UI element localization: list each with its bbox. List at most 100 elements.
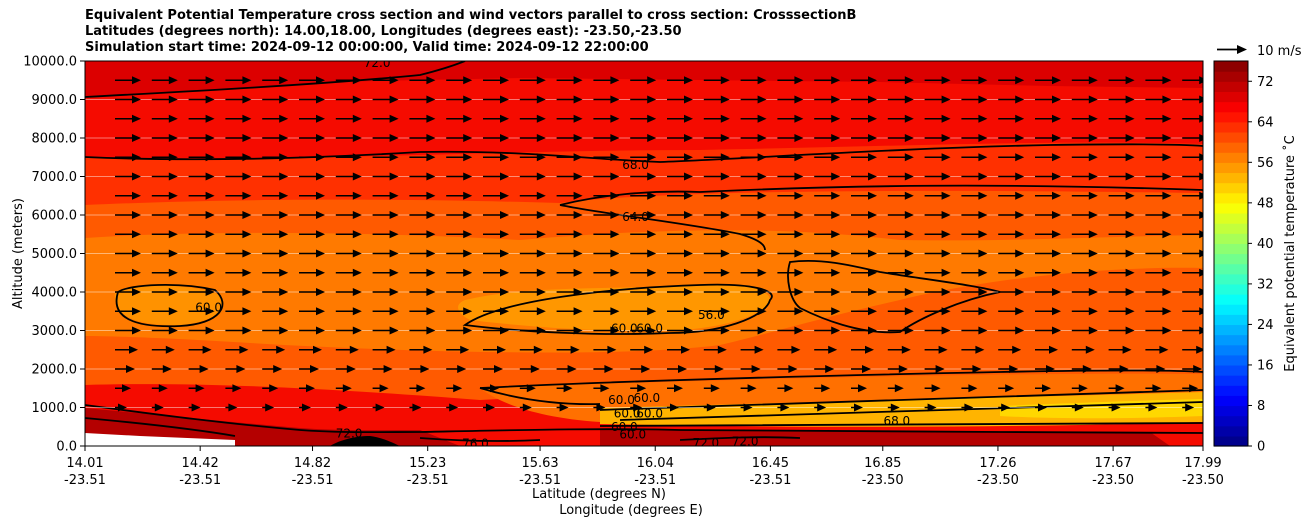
wind-vector-head	[941, 288, 951, 296]
wind-vector-head	[500, 114, 509, 123]
contour-label: 60.0	[614, 406, 641, 420]
wind-vector-head	[868, 288, 877, 296]
colorbar-level	[1214, 202, 1248, 214]
wind-vector-head	[1162, 288, 1172, 296]
wind-vector-head	[1088, 191, 1098, 200]
wind-vector-head	[132, 268, 141, 277]
wind-vector-head	[536, 114, 546, 123]
wind-vector-head	[242, 307, 252, 316]
colorbar-level	[1214, 395, 1248, 407]
contour-label: 56.0	[698, 308, 725, 322]
wind-vector-head	[890, 403, 900, 412]
wind-vector-head	[647, 326, 657, 335]
wind-vector-head	[168, 172, 178, 181]
wind-vector-head	[1015, 307, 1025, 316]
wind-vector-head	[644, 345, 654, 354]
wind-vector-head	[757, 211, 767, 219]
wind-vector-head	[868, 211, 877, 219]
wind-vector-head	[684, 172, 693, 181]
wind-vector-head	[1125, 134, 1135, 142]
wind-vector-head	[536, 326, 546, 335]
wind-vector-head	[904, 114, 914, 123]
wind-vector-head	[316, 307, 325, 316]
colorbar-level	[1214, 253, 1248, 265]
wind-vector-head	[941, 249, 951, 258]
wind-vector-head	[463, 153, 473, 162]
wind-vector-head	[463, 191, 473, 200]
wind-vector-head	[854, 403, 863, 412]
wind-vector-head	[868, 172, 877, 181]
wind-vector-head	[346, 365, 356, 373]
wind-vector-head	[720, 134, 730, 142]
wind-vector-head	[530, 365, 540, 373]
wind-key-label: 10 m/s	[1257, 44, 1302, 59]
wind-vector-head	[831, 172, 841, 181]
wind-vector-head	[536, 230, 546, 239]
contour-60-lowest	[599, 422, 1203, 427]
wind-vector-head	[1052, 172, 1061, 181]
colorbar-level	[1214, 192, 1248, 204]
contour-label: 60.0	[608, 393, 635, 407]
wind-vector-head	[938, 345, 948, 354]
wind-vector-head	[389, 172, 399, 181]
wind-vector-head	[1159, 345, 1169, 354]
wind-vector-head	[1122, 345, 1132, 354]
wind-vector-head	[242, 95, 252, 104]
wind-vector-head	[978, 307, 988, 316]
colorbar-level	[1214, 142, 1248, 153]
wind-vector-head	[1015, 114, 1025, 123]
wind-vector-head	[132, 76, 141, 85]
wind-vector-head	[536, 95, 546, 104]
wind-vector-head	[242, 153, 252, 162]
colorbar-tick-label: 0	[1257, 440, 1265, 455]
colorbar-level	[1214, 131, 1248, 143]
wind-vector-head	[232, 384, 242, 393]
wind-vector-head	[132, 326, 141, 335]
wind-vector-head	[757, 172, 767, 181]
wind-vector-head	[710, 384, 720, 393]
wind-vector-head	[1162, 191, 1172, 200]
colorbar-level	[1214, 243, 1248, 255]
wind-vector-head	[935, 365, 945, 373]
wind-vector-head	[978, 172, 988, 181]
x-axis: 14.01 -23.51 14.42 -23.51 14.82 -23.51 15.23 -2…	[64, 446, 1224, 488]
wind-vector-head	[647, 288, 657, 296]
wind-vector-head	[279, 191, 289, 200]
wind-vector-head	[743, 403, 753, 412]
wind-vector-head	[978, 211, 988, 219]
wind-vector-head	[757, 114, 767, 123]
wind-vector-head	[500, 76, 509, 85]
x-tick-label-lon: -23.51	[634, 473, 676, 488]
wind-vector-head	[132, 191, 141, 200]
contour-56-lower	[599, 389, 1203, 411]
wind-vector-head	[573, 288, 583, 296]
wind-vector-head	[279, 211, 289, 219]
wind-vector-head	[831, 76, 841, 85]
wind-vector-head	[868, 95, 877, 104]
wind-vector-head	[1185, 403, 1195, 412]
wind-vector-head	[941, 326, 951, 335]
wind-vector-head	[154, 403, 164, 412]
wind-vector-head	[1162, 114, 1172, 123]
wind-vector-head	[978, 288, 988, 296]
wind-vector-head	[352, 134, 362, 142]
wind-vector-head	[794, 95, 804, 104]
wind-vector-head	[831, 307, 841, 316]
colorbar: 0 8 16 24 32 40 48 56 64 72	[1213, 60, 1274, 455]
wind-vector-head	[205, 268, 215, 277]
wind-vector-head	[573, 191, 583, 200]
wind-vector-head	[389, 76, 399, 85]
colorbar-level	[1214, 425, 1248, 437]
colorbar-level	[1214, 385, 1248, 396]
wind-vector-head	[610, 268, 620, 277]
contour-label: 76.0	[462, 437, 489, 451]
wind-vector-head	[1199, 230, 1203, 239]
wind-vector-head	[720, 153, 730, 162]
title-line-3: Simulation start time: 2024-09-12 00:00:…	[85, 40, 649, 55]
wind-vector-head	[720, 172, 730, 181]
x-tick-label-lat: 16.04	[637, 456, 674, 471]
wind-vector-head	[868, 76, 877, 85]
wind-vector-head	[794, 76, 804, 85]
wind-vector-head	[1015, 172, 1025, 181]
wind-vector-head	[1078, 384, 1088, 393]
